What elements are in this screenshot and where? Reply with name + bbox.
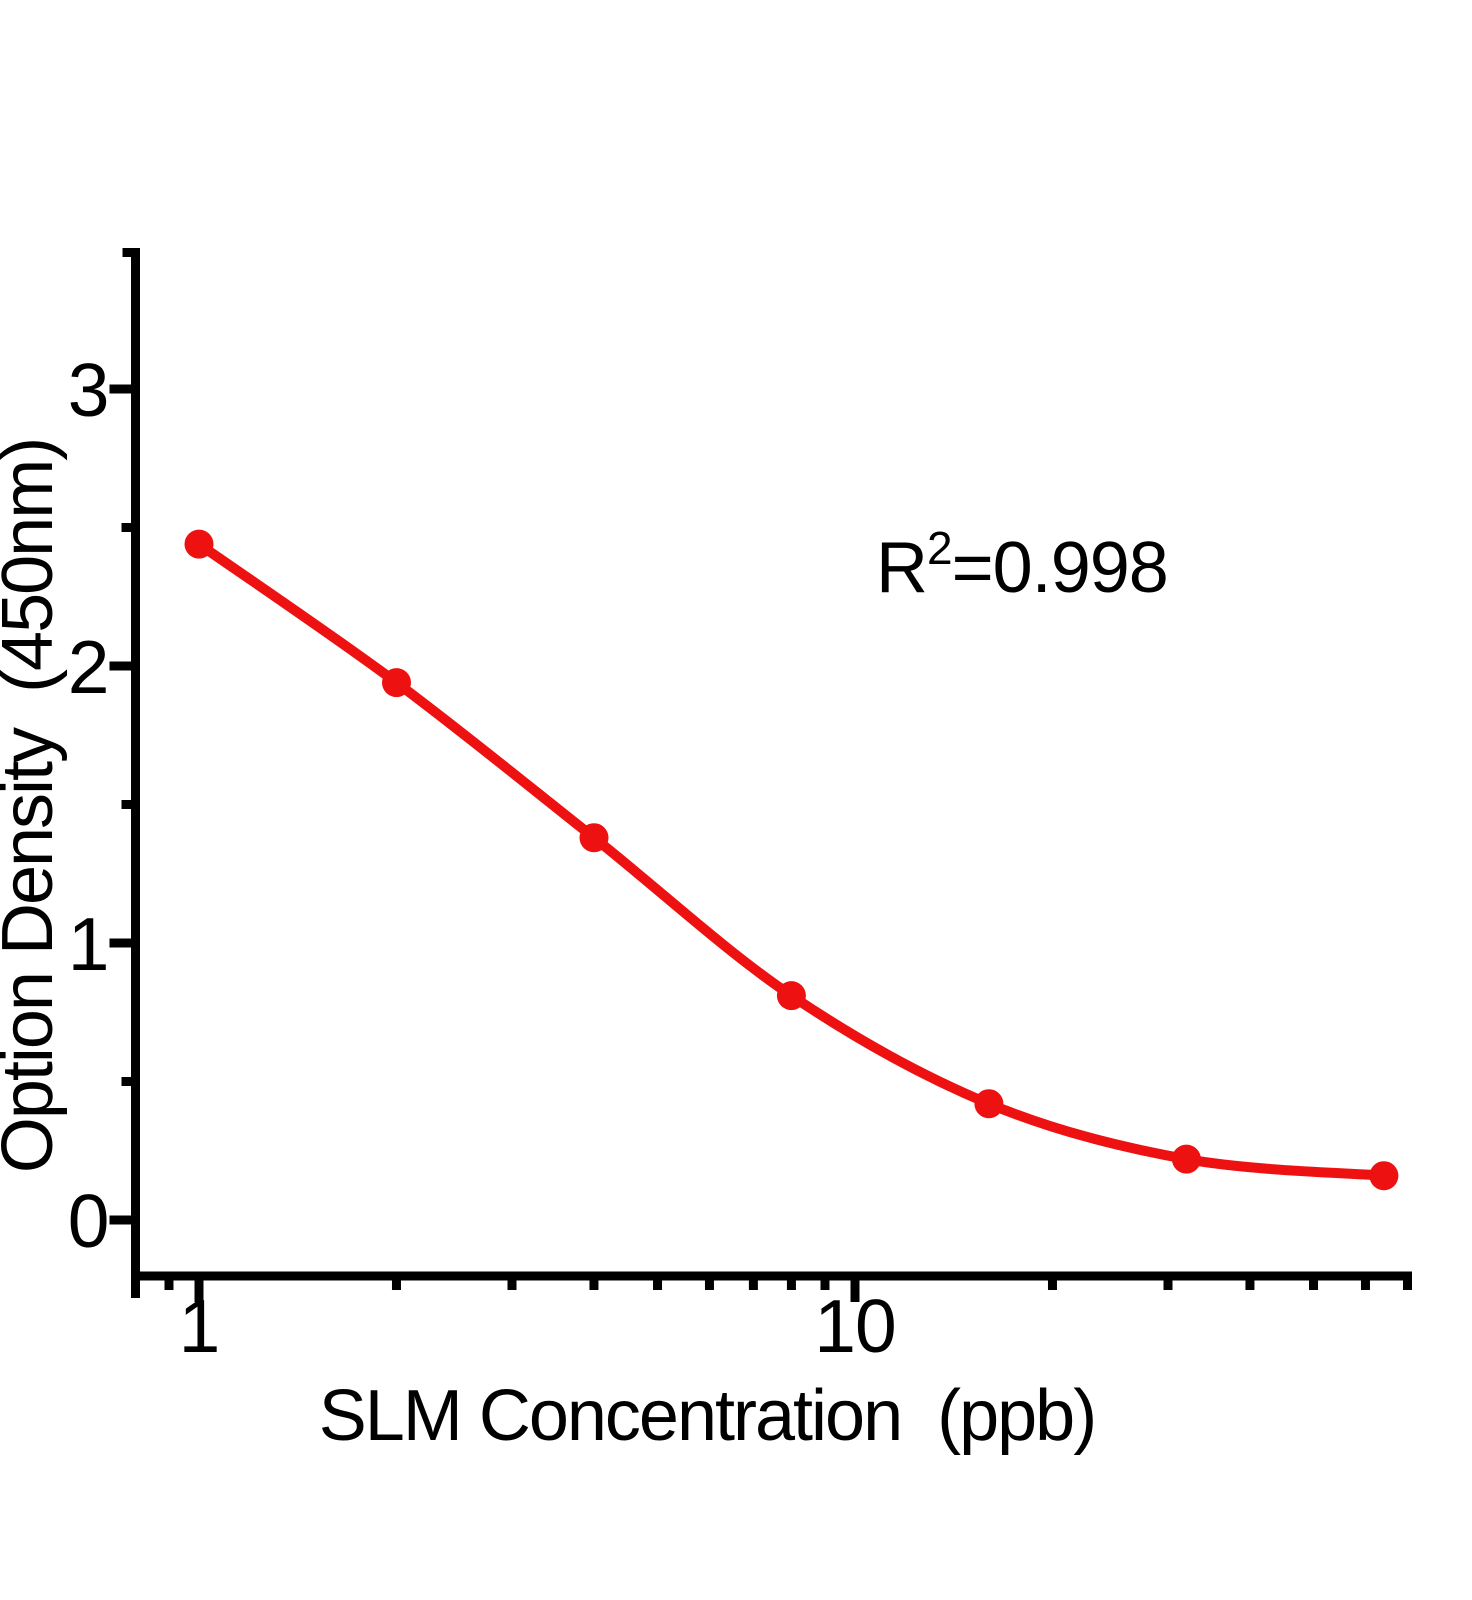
- data-point-marker: [184, 529, 214, 559]
- x-tick-label: 10: [814, 1284, 895, 1368]
- data-point-marker: [1171, 1144, 1201, 1174]
- r-squared-base: R: [876, 528, 927, 608]
- data-points-group: [184, 529, 1399, 1191]
- data-point-marker: [776, 981, 806, 1011]
- r-squared-value: =0.998: [952, 528, 1168, 608]
- fit-curve-line: [194, 539, 1389, 1181]
- y-tick-label: 0: [68, 1179, 109, 1263]
- r-squared-superscript: 2: [927, 522, 952, 574]
- y-axis-label: Option Density (450nm): [0, 439, 68, 1173]
- data-point-marker: [579, 823, 609, 853]
- fit-curve-group: [194, 539, 1389, 1181]
- x-axis-label: SLM Concentration (ppb): [319, 1376, 1095, 1456]
- data-point-marker: [1369, 1161, 1399, 1191]
- y-tick-label: 1: [68, 902, 109, 986]
- data-point-marker: [382, 668, 411, 698]
- axes-group: [122, 248, 1412, 1298]
- y-tick-label: 2: [68, 625, 109, 709]
- x-tick-label: 1: [179, 1284, 220, 1368]
- data-point-marker: [974, 1089, 1004, 1119]
- y-tick-label: 3: [68, 348, 109, 432]
- tick-marks-group: [109, 384, 1370, 1302]
- r-squared-annotation: R2=0.998: [876, 522, 1168, 608]
